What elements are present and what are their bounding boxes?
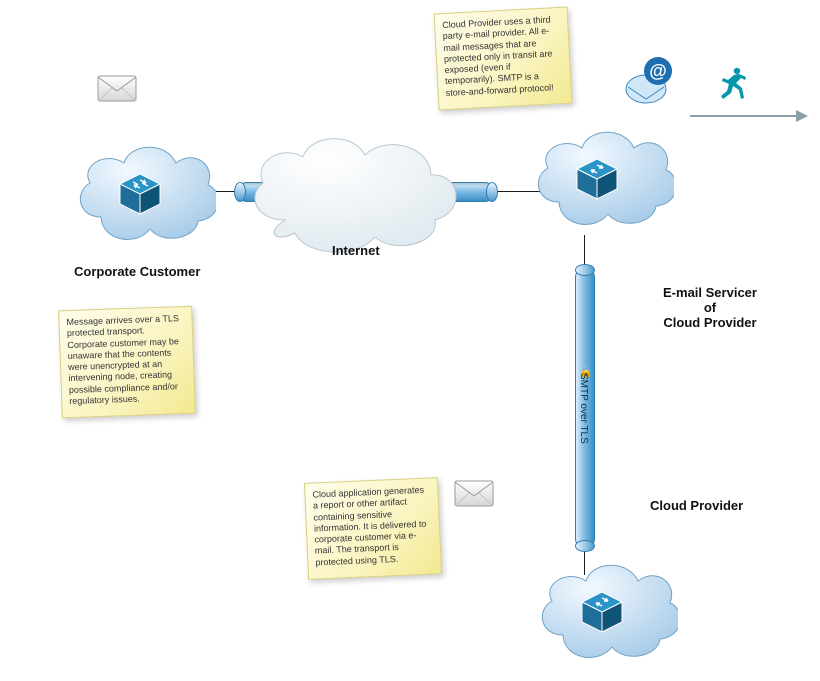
label-emailsvc-l1: E-mail Servicer: [663, 285, 757, 300]
pipe-smtp-vertical: 🔒 SMTP over TLS: [575, 268, 595, 548]
note-bottom: Cloud application generates a report or …: [304, 477, 442, 580]
router-cube-cloudprov: [580, 590, 624, 634]
envelope-icon-bottom: [454, 480, 494, 507]
router-cube-corporate: [118, 172, 162, 216]
label-corporate: Corporate Customer: [74, 264, 200, 279]
envelope-icon-top: [97, 75, 137, 102]
running-man-icon: [714, 66, 748, 100]
label-internet: Internet: [332, 243, 380, 258]
arrow-exit: [690, 115, 806, 117]
router-cube-emailsvc: [575, 157, 619, 201]
label-emailsvc: E-mail Servicer of Cloud Provider: [630, 285, 790, 330]
email-at-icon: @: [624, 55, 676, 107]
label-emailsvc-l3: Cloud Provider: [663, 315, 756, 330]
note-top-text: Cloud Provider uses a third party e-mail…: [442, 14, 554, 97]
note-top: Cloud Provider uses a third party e-mail…: [434, 7, 573, 111]
label-emailsvc-l2: of: [704, 300, 716, 315]
note-left: Message arrives over a TLS protected tra…: [58, 306, 196, 419]
note-bottom-text: Cloud application generates a report or …: [312, 485, 426, 567]
pipe-v-label: SMTP over TLS: [578, 269, 589, 547]
note-left-text: Message arrives over a TLS protected tra…: [66, 313, 179, 406]
svg-text:@: @: [649, 61, 667, 81]
label-cloudprov: Cloud Provider: [650, 498, 743, 513]
